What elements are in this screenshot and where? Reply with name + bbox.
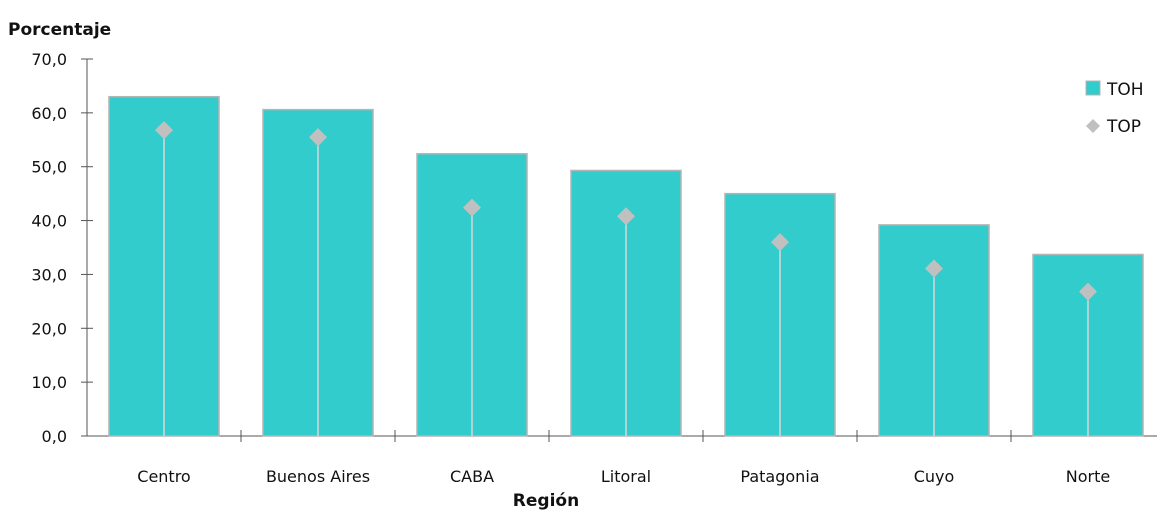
- top-marker: [463, 198, 481, 217]
- y-tick-label: 50,0: [31, 158, 67, 177]
- top-marker: [617, 207, 635, 226]
- y-tick-label: 30,0: [31, 265, 67, 284]
- x-axis-title: Región: [513, 491, 579, 511]
- y-tick-label: 70,0: [31, 50, 67, 69]
- x-axis: Centro Buenos Aires CABA Litoral Patagonia Cu…: [87, 430, 1157, 486]
- top-markers: [155, 121, 1097, 436]
- top-marker: [155, 121, 173, 140]
- top-marker: [309, 128, 327, 147]
- top-marker: [771, 233, 789, 252]
- x-tick-label: Patagonia: [740, 467, 819, 486]
- x-tick-label: Cuyo: [914, 467, 955, 486]
- x-tick-label: CABA: [450, 467, 494, 486]
- x-tick-label: Buenos Aires: [266, 467, 370, 486]
- y-axis-title: Porcentaje: [8, 20, 111, 40]
- y-tick-label: 0,0: [42, 427, 67, 446]
- legend-top-marker: [1086, 119, 1100, 133]
- legend-toh-label: TOH: [1106, 80, 1144, 100]
- x-tick-label: Norte: [1066, 467, 1110, 486]
- legend-top-label: TOP: [1106, 117, 1141, 137]
- y-tick-label: 10,0: [31, 373, 67, 392]
- y-tick-label: 20,0: [31, 319, 67, 338]
- y-tick-label: 40,0: [31, 212, 67, 231]
- top-marker: [1079, 282, 1097, 301]
- y-tick-label: 60,0: [31, 104, 67, 123]
- legend: TOH TOP: [1085, 80, 1144, 137]
- x-tick-label: Centro: [137, 467, 190, 486]
- y-axis: 0,0 10,0 20,0 30,0 40,0 50,0 60,0 70,0: [31, 50, 93, 446]
- x-tick-label: Litoral: [601, 467, 651, 486]
- top-marker: [925, 259, 943, 278]
- legend-toh-swatch: [1085, 80, 1101, 96]
